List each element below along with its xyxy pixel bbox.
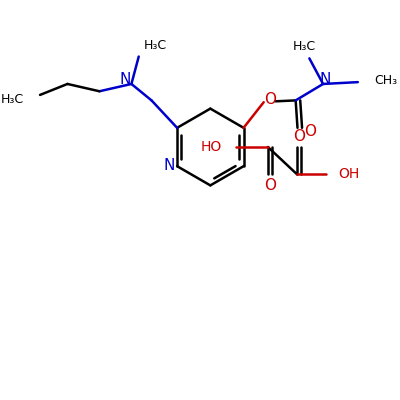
Text: CH₃: CH₃	[374, 74, 397, 87]
Text: N: N	[319, 72, 330, 87]
Text: H₃C: H₃C	[293, 40, 316, 53]
Text: H₃C: H₃C	[0, 93, 24, 106]
Text: O: O	[264, 178, 276, 193]
Text: HO: HO	[201, 140, 222, 154]
Text: O: O	[293, 128, 305, 144]
Text: H₃C: H₃C	[143, 39, 166, 52]
Text: O: O	[304, 124, 316, 139]
Text: N: N	[119, 72, 131, 87]
Text: O: O	[264, 92, 276, 107]
Text: N: N	[163, 158, 174, 173]
Text: OH: OH	[338, 168, 360, 182]
